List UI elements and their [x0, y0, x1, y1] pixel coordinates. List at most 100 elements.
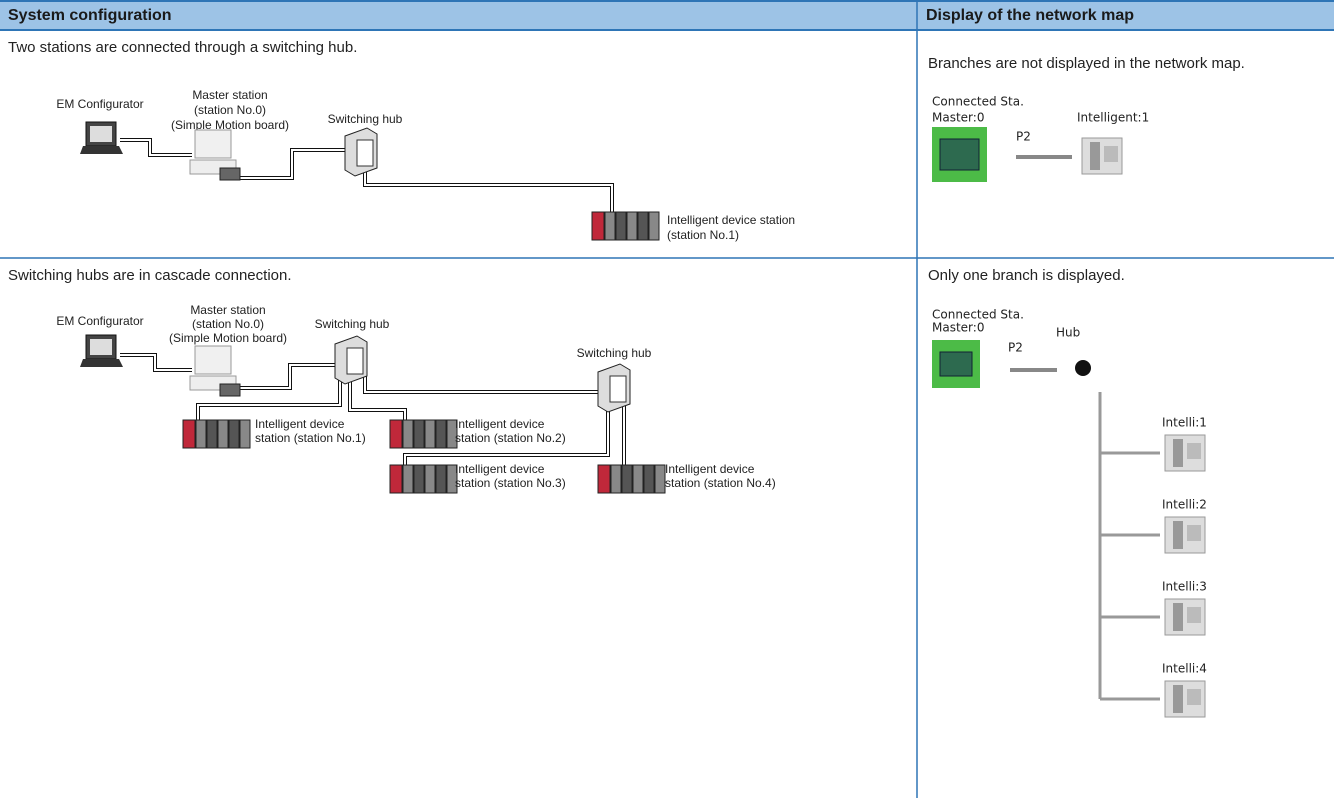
map-board	[939, 351, 973, 377]
laptop-screen	[90, 339, 112, 355]
plc-module	[446, 464, 458, 494]
plc-module	[610, 464, 622, 494]
label: station (station No.2)	[455, 431, 566, 445]
label: Master station	[192, 88, 267, 102]
label: Connected Sta.	[932, 308, 1024, 322]
cable	[197, 380, 341, 422]
plc-module	[413, 419, 425, 449]
board	[219, 167, 241, 181]
map-station-part	[1104, 146, 1118, 162]
plc-module	[413, 464, 425, 494]
plc-module	[402, 464, 414, 494]
label: Connected Sta.	[932, 95, 1024, 109]
map-station-part	[1173, 439, 1183, 467]
header-bar	[0, 0, 1334, 30]
label: station (station No.1)	[255, 431, 366, 445]
label: Intelligent device	[455, 417, 545, 431]
label: Intelli:3	[1162, 580, 1207, 594]
map-hub	[1075, 360, 1091, 376]
label: P2	[1008, 341, 1023, 355]
label: Intelligent device	[455, 462, 545, 476]
label: EM Configurator	[56, 314, 143, 328]
label: station (station No.3)	[455, 476, 566, 490]
board	[219, 383, 241, 397]
label: Intelligent device	[255, 417, 345, 431]
label: Switching hub	[328, 112, 403, 126]
plc-cpu	[389, 464, 403, 494]
label: Master:0	[932, 111, 984, 125]
label: (station No.0)	[194, 103, 266, 117]
label: (station No.0)	[192, 317, 264, 331]
plc-cpu	[591, 211, 605, 241]
hub-face	[346, 347, 364, 375]
cable	[363, 170, 614, 214]
plc-module	[446, 419, 458, 449]
label: Intelli:2	[1162, 498, 1207, 512]
laptop-base	[80, 359, 123, 367]
plc-module	[239, 419, 251, 449]
label: Intelligent:1	[1077, 111, 1149, 125]
plc-cpu	[389, 419, 403, 449]
cable	[348, 380, 407, 422]
plc-module	[648, 211, 660, 241]
map-station-part	[1090, 142, 1100, 170]
label: Hub	[1056, 326, 1080, 340]
hub-face	[609, 375, 627, 403]
label: (Simple Motion board)	[171, 118, 289, 132]
cable	[240, 363, 335, 390]
plc-module	[615, 211, 627, 241]
map-station-part	[1173, 521, 1183, 549]
plc-module	[424, 464, 436, 494]
plc-cpu	[182, 419, 196, 449]
cable	[349, 380, 406, 422]
header-right: Display of the network map	[926, 7, 1134, 24]
label: Branches are not displayed in the networ…	[928, 55, 1245, 72]
plc-module	[402, 419, 414, 449]
hub-face	[356, 139, 374, 167]
label: Switching hub	[315, 317, 390, 331]
plc-module	[435, 419, 447, 449]
label: Switching hubs are in cascade connection…	[8, 267, 292, 284]
label: Intelligent device	[665, 462, 755, 476]
plc-cpu	[597, 464, 611, 494]
label: (Simple Motion board)	[169, 331, 287, 345]
laptop-screen	[90, 126, 112, 142]
cable	[404, 405, 609, 467]
plc-module	[228, 419, 240, 449]
label: Master:0	[932, 321, 984, 335]
map-station-part	[1187, 443, 1201, 459]
label: Two stations are connected through a swi…	[8, 39, 357, 56]
label: Intelli:1	[1162, 416, 1207, 430]
label: Intelligent device station	[667, 213, 795, 227]
plc-module	[626, 211, 638, 241]
map-board	[939, 138, 980, 171]
cable	[363, 370, 600, 394]
plc-module	[632, 464, 644, 494]
cable	[120, 138, 192, 157]
label: Switching hub	[577, 346, 652, 360]
plc-module	[621, 464, 633, 494]
map-station-part	[1187, 607, 1201, 623]
label: Master station	[190, 303, 265, 317]
cable	[364, 170, 613, 214]
pc-monitor	[194, 129, 232, 159]
plc-module	[637, 211, 649, 241]
map-station-part	[1187, 689, 1201, 705]
label: Intelli:4	[1162, 662, 1207, 676]
plc-module	[195, 419, 207, 449]
plc-module	[424, 419, 436, 449]
map-station-part	[1173, 603, 1183, 631]
map-station-part	[1173, 685, 1183, 713]
label: Only one branch is displayed.	[928, 267, 1125, 284]
label: P2	[1016, 130, 1031, 144]
header-left: System configuration	[8, 7, 172, 24]
plc-module	[435, 464, 447, 494]
plc-module	[654, 464, 666, 494]
label: station (station No.4)	[665, 476, 776, 490]
map-station-part	[1187, 525, 1201, 541]
cable	[240, 364, 335, 389]
cable	[240, 149, 345, 179]
plc-module	[643, 464, 655, 494]
cable	[120, 139, 192, 156]
